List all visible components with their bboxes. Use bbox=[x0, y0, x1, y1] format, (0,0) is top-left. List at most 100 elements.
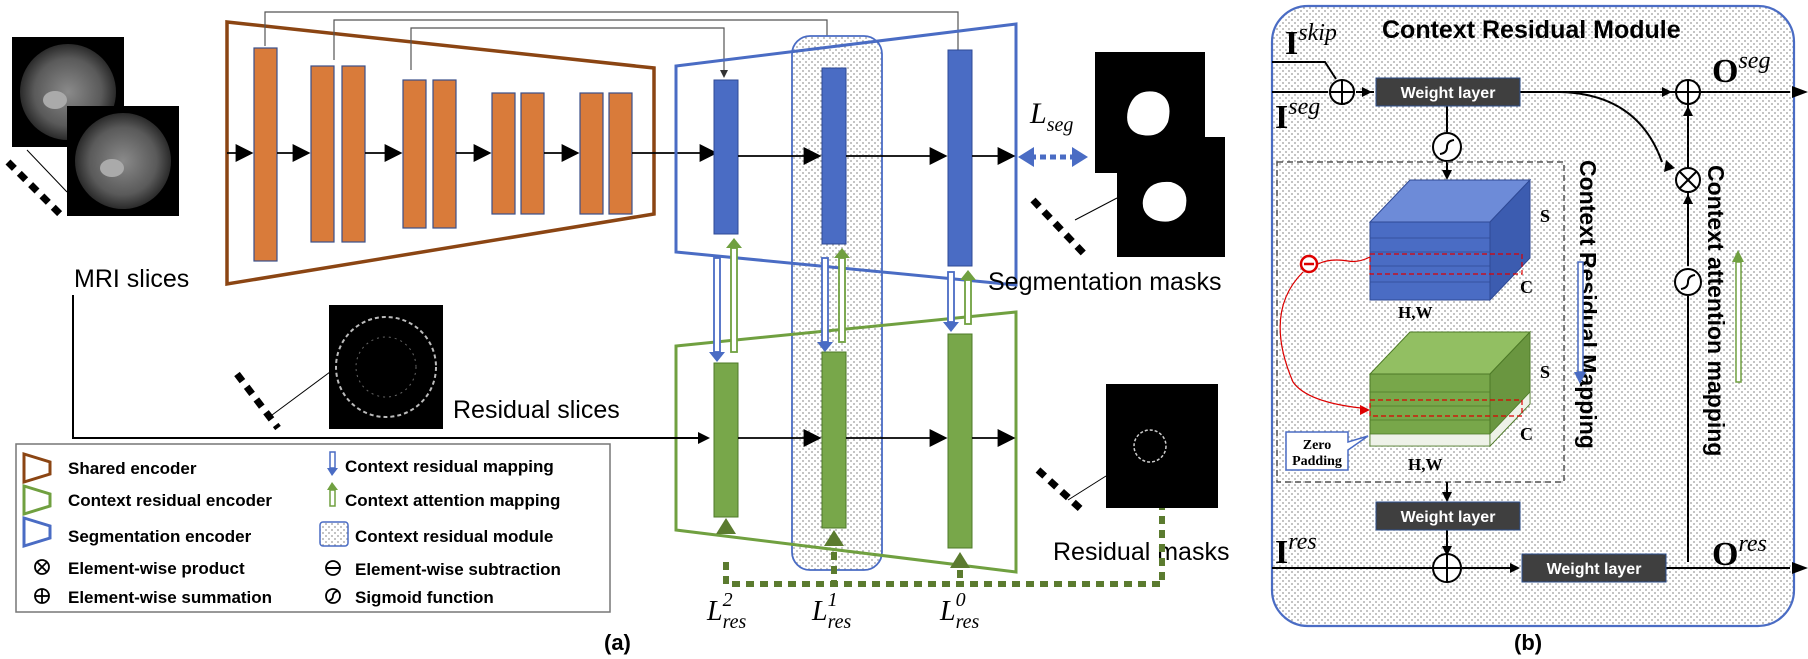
mri-leader-line bbox=[26, 149, 68, 193]
encoder-blocks bbox=[253, 47, 633, 262]
element-subtraction-icon bbox=[325, 560, 341, 576]
legend-context-attention-mapping: Context attention mapping bbox=[345, 491, 560, 510]
caption-a: (a) bbox=[604, 630, 631, 655]
weight-layer-bottom bbox=[1521, 553, 1667, 583]
residual-masks-label: Residual masks bbox=[1053, 538, 1229, 566]
loss-res-2-label: L2 res bbox=[706, 589, 746, 633]
res-block-0 bbox=[947, 333, 973, 549]
loss-res-lines bbox=[723, 508, 1165, 587]
context-attention-mapping-legend-icon bbox=[327, 482, 338, 507]
dim-s-bottom: S bbox=[1540, 362, 1550, 382]
encoder-block bbox=[608, 92, 633, 215]
encoder-block bbox=[310, 65, 335, 243]
context-residual-mapping-legend-icon bbox=[327, 451, 338, 476]
dim-hw-bottom: H,W bbox=[1408, 455, 1442, 474]
residual-slice-image bbox=[329, 305, 443, 429]
crm-title: Context Residual Module bbox=[1382, 16, 1681, 44]
legend-shared-encoder: Shared encoder bbox=[68, 459, 197, 478]
sum-node-input bbox=[1329, 79, 1355, 105]
legend-element-product: Element-wise product bbox=[68, 559, 245, 578]
dim-c-bottom: C bbox=[1520, 424, 1533, 444]
skip-arrowhead-3 bbox=[720, 70, 728, 78]
attention-mapping-direction-arrow bbox=[1732, 250, 1744, 383]
zero-padding-line-2: Padding bbox=[1292, 454, 1342, 469]
context-residual-module-legend-icon bbox=[319, 521, 349, 547]
mri-slice-front bbox=[67, 106, 179, 216]
dim-s-top: S bbox=[1540, 206, 1550, 226]
zero-padding-line-1: Zero bbox=[1303, 438, 1332, 453]
i-seg-label: Iseg bbox=[1275, 94, 1320, 136]
encoder-block bbox=[402, 79, 427, 229]
segmentation-blocks bbox=[713, 49, 973, 267]
context-residual-mapping-arrow bbox=[943, 271, 959, 332]
blue-feature-cube bbox=[1368, 178, 1532, 302]
residual-stack-dots bbox=[234, 371, 281, 431]
seg-block-0 bbox=[947, 49, 973, 267]
segmentation-encoder-outline bbox=[674, 22, 1018, 287]
segmentation-masks-label: Segmentation masks bbox=[988, 268, 1221, 296]
weight-layer-top bbox=[1375, 77, 1521, 107]
residual-mask-image bbox=[1106, 384, 1218, 508]
context-attention-mapping-arrow bbox=[960, 270, 976, 325]
o-res-arrowhead bbox=[1792, 562, 1808, 574]
green-feature-cube bbox=[1368, 330, 1532, 448]
segmentation-mask-front bbox=[1117, 137, 1225, 257]
seg-block-2 bbox=[713, 79, 739, 235]
shared-encoder-outline bbox=[225, 20, 656, 287]
i-skip-label: Iskip bbox=[1285, 20, 1337, 62]
i-res-label: Ires bbox=[1275, 529, 1317, 571]
residual-mapping-box bbox=[1276, 161, 1565, 483]
product-node bbox=[1675, 167, 1701, 193]
legend-sigmoid: Sigmoid function bbox=[355, 588, 494, 607]
encoder-block bbox=[491, 92, 516, 215]
attention-mapping-label: Context attention mapping bbox=[1703, 165, 1729, 456]
context-residual-encoder-outline bbox=[674, 310, 1018, 574]
residual-mapping-direction-arrow bbox=[1574, 261, 1586, 384]
sigmoid-icon bbox=[325, 588, 341, 604]
sigmoid-node-top bbox=[1432, 132, 1462, 162]
weight-layer-middle-label: Weight layer bbox=[1401, 509, 1496, 526]
dim-c-top: C bbox=[1520, 277, 1533, 297]
shared-encoder-legend-icon bbox=[22, 451, 52, 485]
mri-stack-dots bbox=[5, 159, 63, 217]
encoder-block bbox=[579, 92, 604, 215]
context-residual-mapping-arrow bbox=[817, 257, 833, 352]
seg-block-1 bbox=[821, 67, 847, 245]
sum-node-res bbox=[1432, 553, 1462, 583]
loss-seg-label: Lseg bbox=[1029, 97, 1073, 136]
sigmoid-node-right bbox=[1674, 268, 1702, 296]
zero-padding-callout: Zero Padding bbox=[1285, 431, 1369, 471]
o-seg-label: Oseg bbox=[1712, 48, 1770, 90]
res-block-1 bbox=[821, 351, 847, 529]
mask-leader-line bbox=[1074, 197, 1118, 221]
encoder-block bbox=[520, 92, 545, 215]
residual-blocks bbox=[713, 333, 973, 549]
weight-layer-middle bbox=[1375, 501, 1521, 531]
crm-module-box bbox=[1270, 4, 1796, 628]
loss-res-1-label: L1 res bbox=[811, 589, 851, 633]
loss-res-0-label: L0 res bbox=[939, 589, 979, 633]
o-seg-arrowhead bbox=[1792, 86, 1808, 98]
mri-slices-label: MRI slices bbox=[74, 265, 189, 293]
res-block-2 bbox=[713, 362, 739, 518]
legend-element-summation: Element-wise summation bbox=[68, 588, 272, 607]
weight-layer-top-label: Weight layer bbox=[1401, 85, 1496, 102]
context-residual-mapping-arrow bbox=[709, 257, 725, 362]
sum-node-output-seg bbox=[1675, 79, 1701, 105]
residual-leader-line bbox=[267, 371, 331, 419]
legend-element-subtraction: Element-wise subtraction bbox=[355, 560, 561, 579]
o-res-label: Ores bbox=[1712, 531, 1767, 573]
weight-layer-bottom-label: Weight layer bbox=[1547, 561, 1642, 578]
context-attention-mapping-arrow bbox=[726, 238, 742, 353]
residual-slices-label: Residual slices bbox=[453, 396, 620, 424]
loss-res-arrowheads bbox=[716, 518, 970, 568]
encoder-block bbox=[341, 65, 366, 243]
element-product-icon bbox=[34, 559, 50, 575]
loss-seg-arrow bbox=[1018, 147, 1088, 167]
encoder-block bbox=[253, 47, 278, 262]
residual-input-line bbox=[72, 295, 700, 439]
seg-path-lines bbox=[1272, 61, 1790, 562]
segmentation-encoder-legend-icon bbox=[22, 515, 52, 549]
context-attention-mapping-arrow bbox=[834, 248, 850, 343]
mask-stack-dots bbox=[1030, 197, 1091, 261]
